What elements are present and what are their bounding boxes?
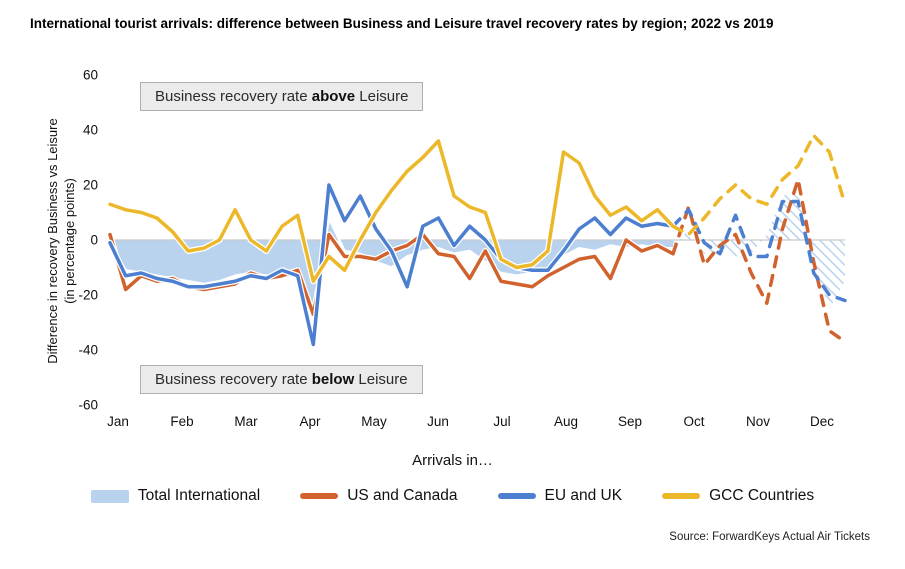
- legend-item-total-international: Total International: [90, 487, 261, 505]
- line-gcc-countries-forecast: [671, 133, 847, 237]
- legend-item-gcc-countries: GCC Countries: [662, 487, 814, 505]
- chart-title: International tourist arrivals: differen…: [30, 16, 774, 31]
- annotation-above-suffix: Leisure: [355, 88, 409, 105]
- y-axis-title-line2: (in percentage points): [61, 178, 77, 304]
- line-chart-canvas: 60 40 20 0 -20 -40 -60 Jan Feb Mar Apr May Jun Jul Aug…: [78, 68, 847, 429]
- x-tick-label: Aug: [554, 414, 578, 429]
- x-tick-label: Nov: [746, 414, 770, 429]
- y-tick-label: 40: [83, 123, 98, 138]
- line-us-and-canada-forecast: [671, 177, 847, 344]
- annotation-below-suffix: Leisure: [354, 371, 408, 388]
- y-tick-label: 20: [83, 178, 98, 193]
- line-eu-and-uk-actual: [108, 183, 675, 347]
- legend-item-us-and-canada: US and Canada: [300, 487, 458, 505]
- annotation-below-bold: below: [311, 371, 355, 388]
- annotation-above-bold: above: [311, 88, 356, 105]
- annotation-above-prefix: Business recovery rate: [155, 88, 312, 105]
- x-tick-label: Jan: [107, 414, 129, 429]
- x-tick-label: Oct: [683, 414, 704, 429]
- annotation-below-prefix: Business recovery rate: [155, 371, 312, 388]
- legend-item-eu-and-uk: EU and UK: [497, 487, 623, 505]
- x-tick-label: Mar: [234, 414, 258, 429]
- x-tick-label: Jul: [493, 414, 510, 429]
- source-attribution: Source: ForwardKeys Actual Air Tickets: [669, 531, 870, 543]
- y-tick-label: 60: [83, 68, 98, 83]
- legend-swatch-us-and-canada: [300, 493, 339, 499]
- annotation-business-below-leisure: Business recovery rate below Leisure: [140, 365, 423, 394]
- x-tick-label: Feb: [170, 414, 193, 429]
- y-tick-label: 0: [90, 233, 98, 248]
- x-axis-title: Arrivals in…: [412, 452, 493, 469]
- y-axis-title-line1: Difference in recovery Business vs Leisu…: [45, 118, 60, 364]
- x-tick-label: May: [361, 414, 387, 429]
- line-gcc-countries-actual: [108, 139, 675, 283]
- legend-swatch-total-international: [90, 489, 129, 503]
- legend-swatch-gcc-countries: [662, 493, 701, 499]
- y-axis-title: Difference in recovery Business vs Leisu…: [45, 71, 85, 411]
- legend-label-us-and-canada: US and Canada: [347, 487, 458, 504]
- x-tick-label: Sep: [618, 414, 642, 429]
- area-total-international-actual: [110, 218, 673, 309]
- line-eu-and-uk-forecast: [671, 199, 847, 303]
- y-tick-label: -60: [78, 398, 98, 413]
- x-tick-label: Jun: [427, 414, 449, 429]
- x-tick-label: Apr: [299, 414, 321, 429]
- x-tick-label: Dec: [810, 414, 834, 429]
- y-tick-label: -40: [78, 343, 98, 358]
- legend-swatch-eu-and-uk: [497, 493, 536, 499]
- annotation-business-above-leisure: Business recovery rate above Leisure: [140, 82, 424, 111]
- legend-label-eu-and-uk: EU and UK: [544, 487, 623, 504]
- legend-label-gcc-countries: GCC Countries: [709, 487, 815, 504]
- legend-label-total-international: Total International: [137, 487, 261, 504]
- legend: Total International US and Canada EU and…: [0, 487, 905, 505]
- y-tick-label: -20: [78, 288, 98, 303]
